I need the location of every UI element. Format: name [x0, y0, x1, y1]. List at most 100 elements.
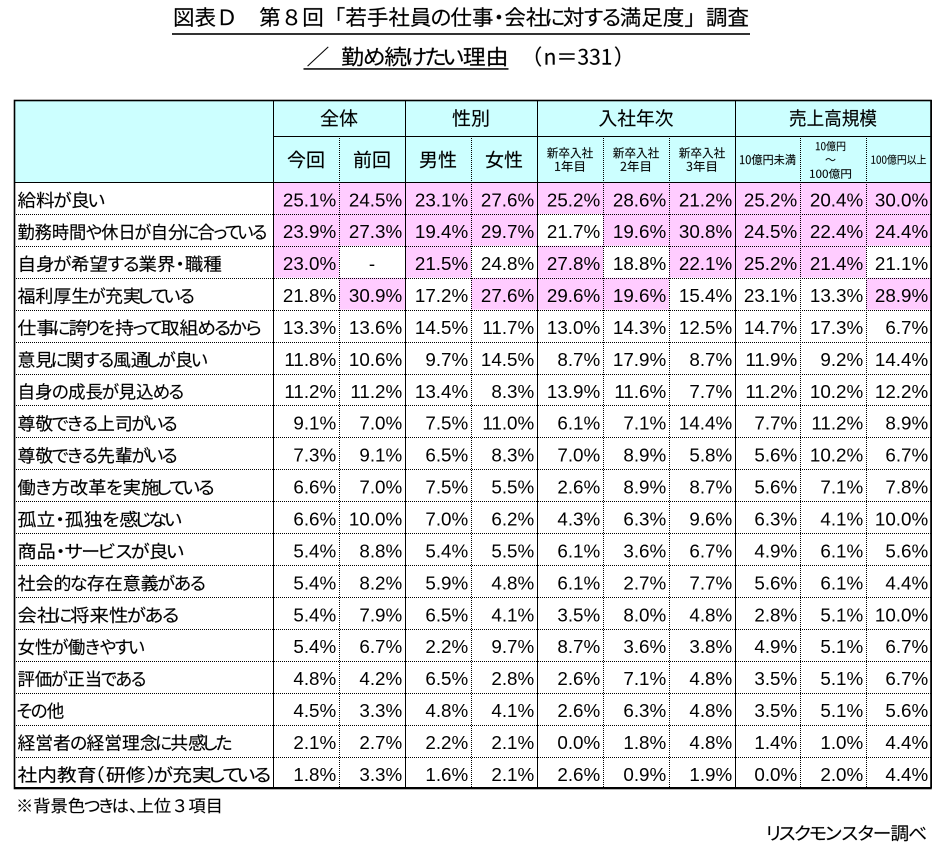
svg-text:9.1%: 9.1%	[293, 413, 336, 434]
svg-text:27.3%: 27.3%	[349, 221, 403, 242]
svg-text:2.6%: 2.6%	[557, 700, 600, 721]
svg-text:10.6%: 10.6%	[349, 349, 403, 370]
svg-text:19.6%: 19.6%	[613, 221, 667, 242]
svg-text:7.8%: 7.8%	[885, 477, 928, 498]
svg-text:22.4%: 22.4%	[810, 221, 864, 242]
svg-text:11.2%: 11.2%	[350, 381, 402, 402]
svg-text:4.9%: 4.9%	[754, 636, 797, 657]
svg-text:6.2%: 6.2%	[491, 509, 534, 530]
svg-text:5.6%: 5.6%	[754, 477, 797, 498]
svg-text:5.8%: 5.8%	[689, 445, 732, 466]
svg-text:4.8%: 4.8%	[425, 700, 468, 721]
svg-text:8.7%: 8.7%	[689, 477, 732, 498]
svg-text:15.4%: 15.4%	[679, 285, 733, 306]
svg-text:9.1%: 9.1%	[359, 445, 402, 466]
svg-text:3.5%: 3.5%	[754, 668, 797, 689]
svg-text:9.7%: 9.7%	[425, 349, 468, 370]
svg-text:6.5%: 6.5%	[425, 445, 468, 466]
svg-text:7.1%: 7.1%	[820, 477, 863, 498]
svg-text:4.8%: 4.8%	[293, 668, 336, 689]
svg-text:4.4%: 4.4%	[885, 572, 928, 593]
svg-text:6.7%: 6.7%	[885, 668, 928, 689]
svg-text:13.4%: 13.4%	[415, 381, 469, 402]
svg-text:1.9%: 1.9%	[689, 764, 732, 785]
svg-text:11.9%: 11.9%	[745, 349, 797, 370]
svg-text:13.3%: 13.3%	[810, 285, 864, 306]
svg-text:23.0%: 23.0%	[283, 253, 337, 274]
svg-text:3.5%: 3.5%	[754, 700, 797, 721]
svg-text:5.1%: 5.1%	[820, 700, 863, 721]
svg-text:2.2%: 2.2%	[425, 636, 468, 657]
svg-text:14.5%: 14.5%	[415, 317, 469, 338]
svg-text:11.8%: 11.8%	[284, 349, 336, 370]
svg-text:2.6%: 2.6%	[557, 477, 600, 498]
svg-text:8.7%: 8.7%	[557, 636, 600, 657]
svg-text:3.6%: 3.6%	[623, 540, 666, 561]
svg-text:19.4%: 19.4%	[415, 221, 469, 242]
svg-text:2.8%: 2.8%	[754, 604, 797, 625]
svg-text:4.4%: 4.4%	[885, 764, 928, 785]
svg-text:8.2%: 8.2%	[359, 572, 402, 593]
svg-text:24.4%: 24.4%	[875, 221, 929, 242]
svg-text:6.7%: 6.7%	[885, 317, 928, 338]
svg-text:7.0%: 7.0%	[425, 509, 468, 530]
svg-text:24.8%: 24.8%	[481, 253, 535, 274]
svg-text:4.1%: 4.1%	[820, 509, 863, 530]
svg-text:7.3%: 7.3%	[293, 445, 336, 466]
svg-text:2.2%: 2.2%	[425, 732, 468, 753]
svg-text:6.7%: 6.7%	[359, 636, 402, 657]
svg-text:6.7%: 6.7%	[885, 445, 928, 466]
svg-text:5.5%: 5.5%	[491, 540, 534, 561]
svg-text:17.9%: 17.9%	[613, 349, 667, 370]
svg-text:6.7%: 6.7%	[689, 540, 732, 561]
svg-text:6.1%: 6.1%	[820, 540, 863, 561]
svg-text:23.9%: 23.9%	[283, 221, 337, 242]
svg-text:18.8%: 18.8%	[613, 253, 667, 274]
svg-text:21.8%: 21.8%	[283, 285, 337, 306]
svg-text:10.0%: 10.0%	[875, 509, 929, 530]
svg-text:0.0%: 0.0%	[754, 764, 797, 785]
svg-text:11.2%: 11.2%	[284, 381, 336, 402]
svg-text:-: -	[369, 253, 375, 274]
svg-text:8.7%: 8.7%	[689, 349, 732, 370]
svg-text:14.7%: 14.7%	[744, 317, 798, 338]
svg-text:1.8%: 1.8%	[623, 732, 666, 753]
svg-text:8.9%: 8.9%	[885, 413, 928, 434]
svg-text:3.8%: 3.8%	[689, 636, 732, 657]
svg-text:10.2%: 10.2%	[810, 381, 864, 402]
svg-text:13.6%: 13.6%	[349, 317, 403, 338]
svg-text:7.1%: 7.1%	[623, 413, 666, 434]
svg-text:1.8%: 1.8%	[293, 764, 336, 785]
svg-text:3.6%: 3.6%	[623, 636, 666, 657]
svg-text:29.6%: 29.6%	[547, 285, 601, 306]
svg-text:4.5%: 4.5%	[293, 700, 336, 721]
svg-text:11.7%: 11.7%	[482, 317, 534, 338]
svg-text:4.8%: 4.8%	[689, 732, 732, 753]
svg-text:8.7%: 8.7%	[557, 349, 600, 370]
svg-text:5.6%: 5.6%	[885, 540, 928, 561]
svg-text:21.5%: 21.5%	[415, 253, 469, 274]
svg-text:23.1%: 23.1%	[744, 285, 798, 306]
svg-text:4.4%: 4.4%	[885, 732, 928, 753]
svg-text:2.1%: 2.1%	[491, 732, 534, 753]
svg-text:12.5%: 12.5%	[679, 317, 733, 338]
svg-text:14.4%: 14.4%	[679, 413, 733, 434]
svg-text:2.1%: 2.1%	[293, 732, 336, 753]
svg-text:6.6%: 6.6%	[293, 509, 336, 530]
svg-text:5.1%: 5.1%	[820, 636, 863, 657]
svg-text:2.7%: 2.7%	[359, 732, 402, 753]
svg-text:5.6%: 5.6%	[754, 445, 797, 466]
svg-text:4.8%: 4.8%	[491, 572, 534, 593]
svg-text:27.6%: 27.6%	[481, 285, 535, 306]
svg-text:7.0%: 7.0%	[359, 477, 402, 498]
svg-text:20.4%: 20.4%	[810, 189, 864, 210]
svg-text:5.4%: 5.4%	[293, 540, 336, 561]
svg-text:21.2%: 21.2%	[679, 189, 733, 210]
svg-text:6.3%: 6.3%	[623, 509, 666, 530]
svg-text:21.4%: 21.4%	[810, 253, 864, 274]
svg-text:7.5%: 7.5%	[425, 477, 468, 498]
svg-text:24.5%: 24.5%	[349, 189, 403, 210]
svg-text:29.7%: 29.7%	[481, 221, 535, 242]
svg-text:2.1%: 2.1%	[491, 764, 534, 785]
svg-text:7.1%: 7.1%	[623, 668, 666, 689]
